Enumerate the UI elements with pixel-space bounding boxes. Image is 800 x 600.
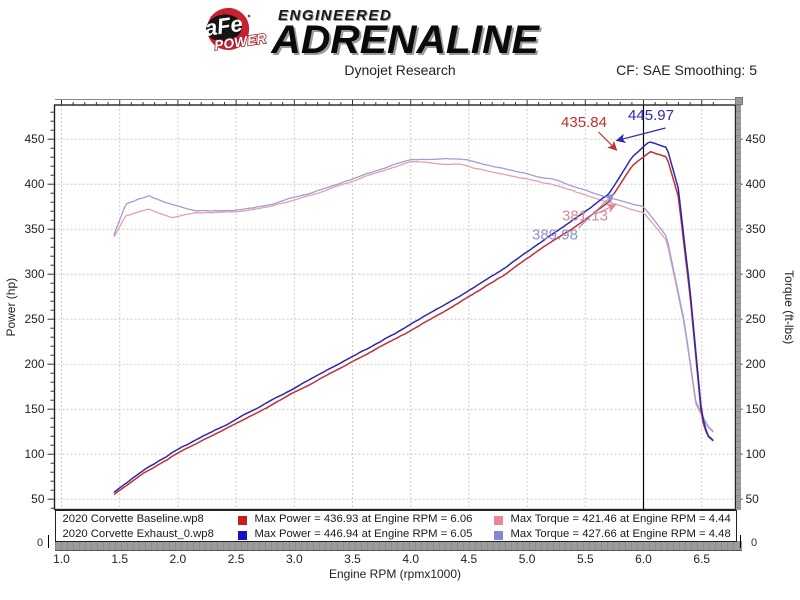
svg-text:100: 100 [24, 447, 44, 461]
svg-text:6.0: 6.0 [635, 552, 652, 566]
svg-text:Power (hp): Power (hp) [4, 278, 18, 337]
svg-text:200: 200 [746, 357, 766, 371]
svg-text:389.98: 389.98 [532, 226, 578, 243]
svg-text:2.0: 2.0 [170, 552, 187, 566]
svg-text:4.0: 4.0 [402, 552, 419, 566]
svg-text:435.84: 435.84 [561, 114, 607, 131]
svg-text:50: 50 [31, 492, 45, 506]
svg-text:300: 300 [24, 267, 44, 281]
svg-text:50: 50 [746, 492, 760, 506]
svg-text:5.0: 5.0 [519, 552, 536, 566]
svg-text:450: 450 [746, 132, 766, 146]
svg-text:250: 250 [24, 312, 44, 326]
svg-text:1.0: 1.0 [53, 552, 70, 566]
svg-text:4.5: 4.5 [461, 552, 478, 566]
svg-text:3.0: 3.0 [286, 552, 303, 566]
svg-text:200: 200 [24, 357, 44, 371]
svg-text:1.5: 1.5 [111, 552, 128, 566]
svg-text:150: 150 [24, 402, 44, 416]
svg-text:400: 400 [746, 177, 766, 191]
svg-text:400: 400 [24, 177, 44, 191]
svg-text:300: 300 [746, 267, 766, 281]
svg-text:Engine RPM (rpmx1000): Engine RPM (rpmx1000) [329, 567, 461, 581]
svg-text:350: 350 [746, 222, 766, 236]
svg-text:5.5: 5.5 [577, 552, 594, 566]
svg-text:445.97: 445.97 [628, 107, 674, 124]
svg-text:100: 100 [746, 447, 766, 461]
svg-text:450: 450 [24, 132, 44, 146]
svg-text:350: 350 [24, 222, 44, 236]
svg-text:6.5: 6.5 [693, 552, 710, 566]
svg-text:150: 150 [746, 402, 766, 416]
svg-text:Torque (ft-lbs): Torque (ft-lbs) [782, 270, 796, 344]
svg-text:3.5: 3.5 [344, 552, 361, 566]
svg-text:250: 250 [746, 312, 766, 326]
svg-text:2.5: 2.5 [228, 552, 245, 566]
